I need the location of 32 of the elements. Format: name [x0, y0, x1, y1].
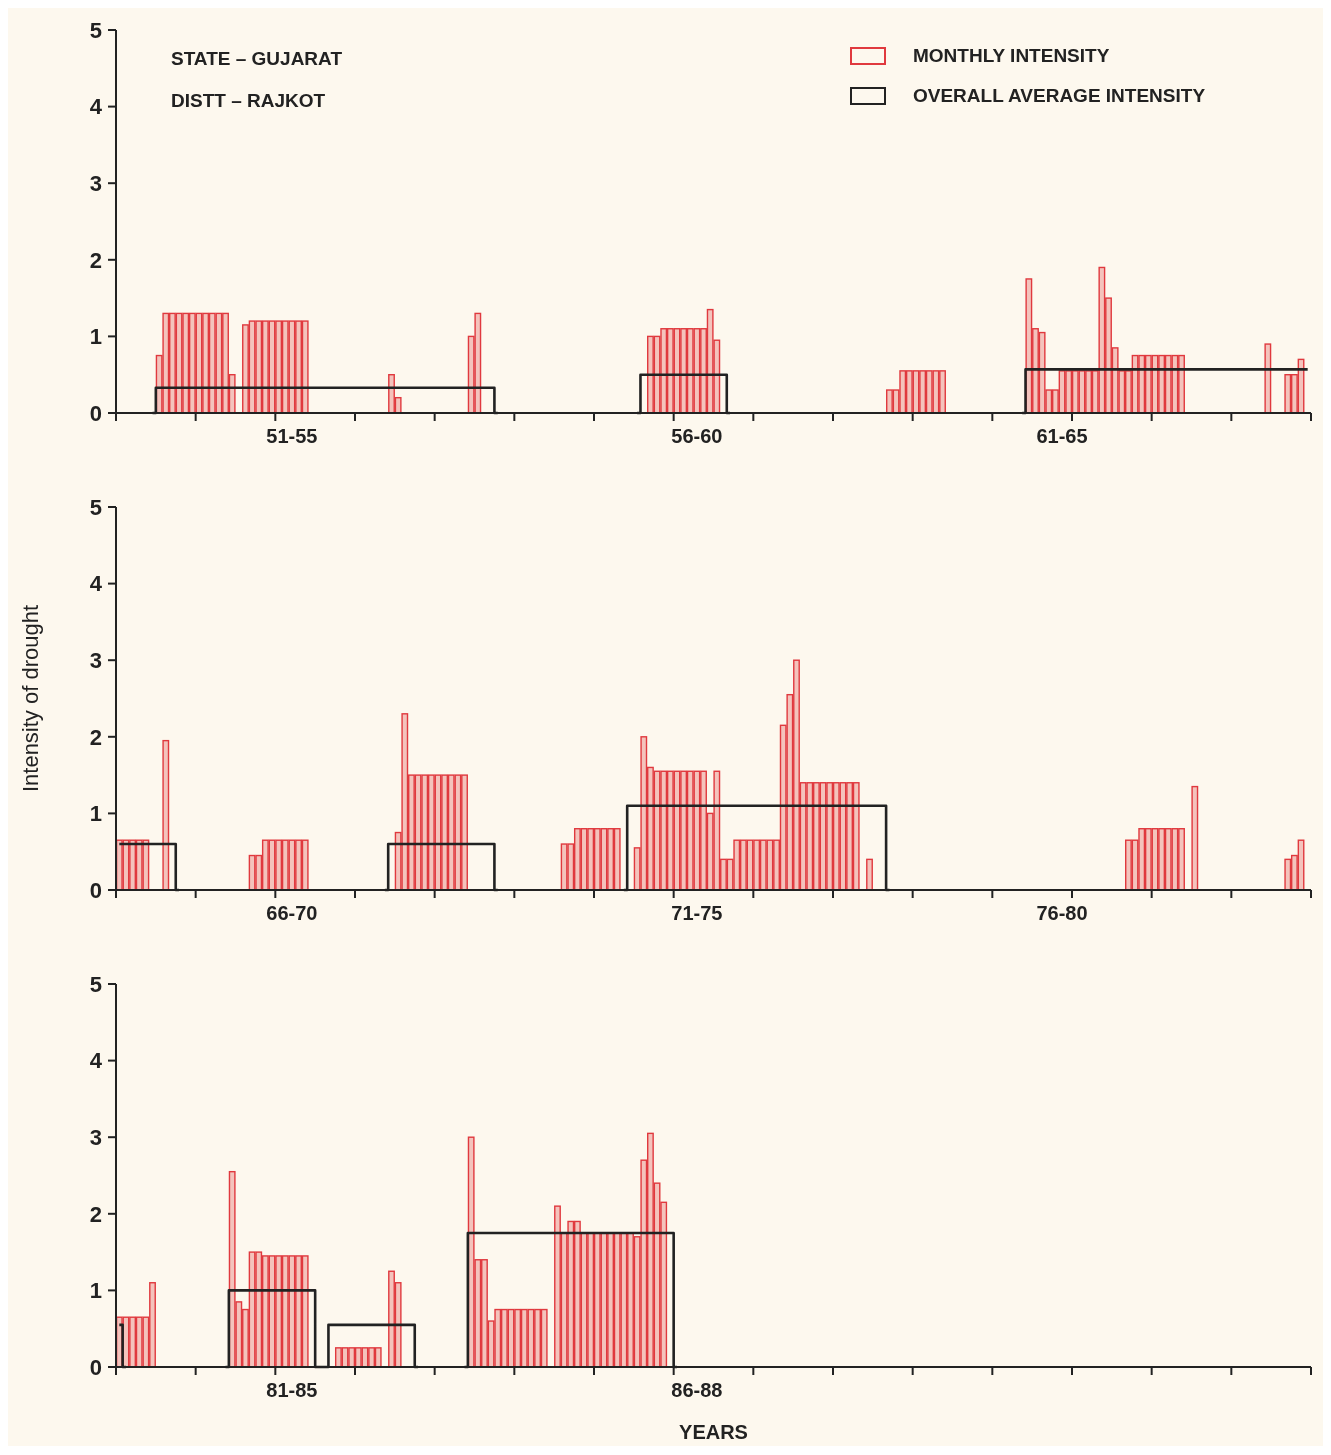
x-tick-label: 56-60 — [671, 425, 723, 447]
y-tick-label: 3 — [89, 170, 102, 196]
y-tick-label: 5 — [89, 17, 102, 43]
x-tick-label: 81-85 — [266, 1379, 318, 1401]
y-tick-label: 4 — [89, 94, 103, 120]
x-tick-label: 76-80 — [1036, 902, 1088, 924]
legend-label: OVERALL AVERAGE INTENSITY — [913, 85, 1206, 106]
y-tick-label: 3 — [89, 647, 102, 673]
x-tick-label: 86-88 — [671, 1379, 723, 1401]
y-tick-label: 2 — [89, 724, 102, 750]
y-tick-label: 0 — [89, 877, 102, 903]
annotation: STATE – GUJARAT — [171, 48, 343, 69]
y-tick-label: 0 — [89, 400, 102, 426]
legend-label: MONTHLY INTENSITY — [913, 45, 1110, 66]
x-axis-title: YEARS — [679, 1421, 748, 1443]
y-tick-label: 5 — [89, 494, 102, 520]
y-tick-label: 4 — [89, 1048, 103, 1074]
x-tick-label: 61-65 — [1036, 425, 1088, 447]
y-tick-label: 1 — [89, 324, 102, 350]
x-tick-label: 66-70 — [266, 902, 318, 924]
y-tick-label: 1 — [89, 801, 102, 827]
y-tick-label: 4 — [89, 571, 103, 597]
y-tick-label: 5 — [89, 971, 102, 997]
y-axis-title: Intensity of drought — [18, 604, 43, 793]
x-tick-label: 51-55 — [266, 425, 318, 447]
y-tick-label: 2 — [89, 247, 102, 273]
annotation: DISTT – RAJKOT — [171, 90, 326, 111]
y-tick-label: 3 — [89, 1124, 102, 1150]
x-tick-label: 71-75 — [671, 902, 723, 924]
y-tick-label: 2 — [89, 1201, 102, 1227]
y-tick-label: 1 — [89, 1278, 102, 1304]
y-tick-label: 0 — [89, 1354, 102, 1380]
